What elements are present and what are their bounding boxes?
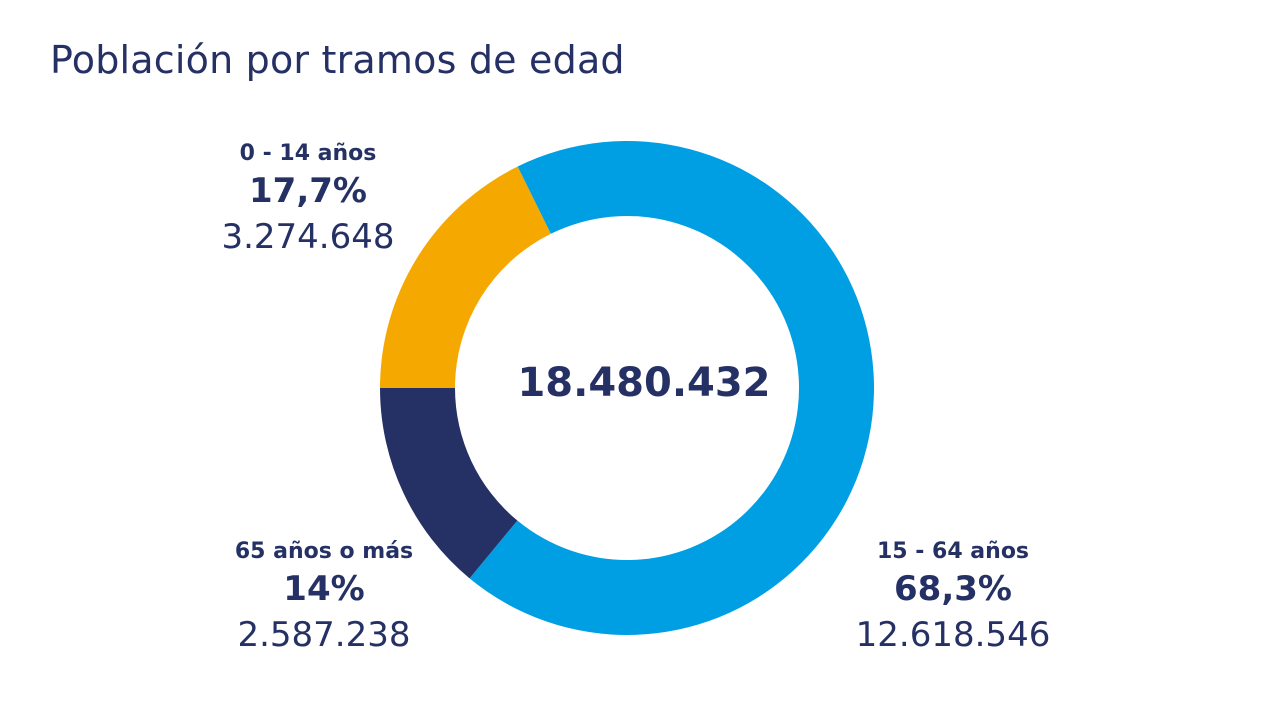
slice-label-65-plus: 65 años o más 14% 2.587.238	[204, 538, 444, 658]
slice-category: 0 - 14 años	[239, 141, 377, 166]
slice-value: 3.274.648	[221, 217, 395, 257]
donut-slice-2	[380, 388, 518, 579]
slice-category: 65 años o más	[234, 539, 414, 564]
slice-value: 12.618.546	[855, 615, 1051, 655]
total-value: 18.480.432	[517, 360, 771, 406]
slice-label-0-14: 0 - 14 años 17,7% 3.274.648	[208, 140, 408, 260]
donut-slice-0	[380, 166, 551, 388]
slice-category: 15 - 64 años	[876, 539, 1030, 564]
slice-value: 2.587.238	[237, 615, 411, 655]
donut-slice-1	[469, 141, 874, 636]
slice-percent: 14%	[283, 569, 365, 609]
slice-label-15-64: 15 - 64 años 68,3% 12.618.546	[838, 538, 1068, 658]
donut-slices	[380, 141, 874, 636]
chart-title: Población por tramos de edad	[50, 38, 625, 82]
slice-percent: 68,3%	[894, 569, 1012, 609]
slice-percent: 17,7%	[249, 171, 367, 211]
